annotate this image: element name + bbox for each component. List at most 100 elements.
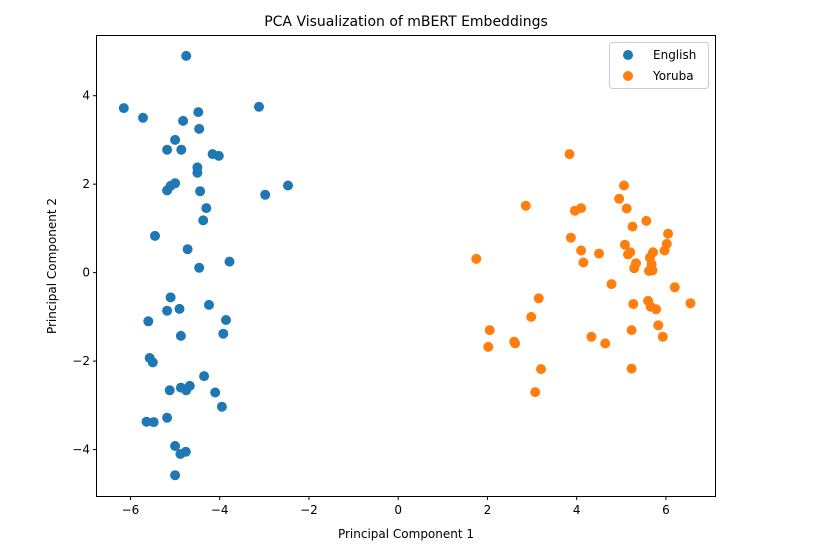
x-tick-label: 6 xyxy=(662,503,670,517)
point-english-3 xyxy=(254,101,264,112)
point-english-2 xyxy=(138,112,148,123)
point-yoruba-24 xyxy=(629,263,640,274)
point-english-21 xyxy=(198,215,209,226)
x-axis-label: Principal Component 1 xyxy=(338,527,474,541)
point-yoruba-7 xyxy=(641,215,652,226)
point-english-35 xyxy=(147,357,158,368)
point-yoruba-21 xyxy=(578,257,589,268)
point-english-36 xyxy=(199,371,210,382)
point-english-32 xyxy=(218,328,229,339)
y-axis-label: Principal Component 2 xyxy=(45,198,59,334)
y-tick-label: −4 xyxy=(72,443,90,457)
point-yoruba-47 xyxy=(530,387,541,398)
point-english-29 xyxy=(174,303,185,314)
legend-marker-english xyxy=(623,50,633,60)
point-english-9 xyxy=(176,144,187,155)
point-yoruba-43 xyxy=(600,338,611,349)
x-tick-label: 0 xyxy=(394,503,402,517)
point-english-24 xyxy=(224,256,235,267)
point-english-49 xyxy=(170,470,181,481)
x-tick-label: 2 xyxy=(484,503,492,517)
point-english-48 xyxy=(175,449,186,459)
point-english-31 xyxy=(143,316,154,327)
point-yoruba-1 xyxy=(619,180,629,191)
point-yoruba-8 xyxy=(627,221,638,232)
x-tick-label: −2 xyxy=(300,503,318,517)
point-yoruba-15 xyxy=(659,245,670,256)
point-yoruba-20 xyxy=(471,253,482,264)
point-english-33 xyxy=(175,330,186,341)
point-english-17 xyxy=(195,186,206,197)
point-yoruba-0 xyxy=(564,149,575,160)
point-yoruba-6 xyxy=(621,203,632,214)
y-axis: −4 −2 0 2 4 xyxy=(72,89,97,457)
point-english-19 xyxy=(260,189,271,200)
plot-points xyxy=(118,50,696,481)
point-yoruba-37 xyxy=(484,325,495,336)
point-yoruba-17 xyxy=(623,249,633,260)
point-yoruba-33 xyxy=(651,304,662,315)
point-english-16 xyxy=(162,185,173,196)
point-english-30 xyxy=(221,315,231,325)
legend-marker-yoruba xyxy=(623,71,633,81)
point-yoruba-5 xyxy=(569,205,580,216)
point-yoruba-31 xyxy=(628,299,639,309)
point-english-42 xyxy=(216,401,227,412)
point-english-1 xyxy=(118,103,129,114)
legend-box xyxy=(609,42,709,89)
point-english-44 xyxy=(141,416,152,427)
point-yoruba-45 xyxy=(536,364,546,375)
point-english-28 xyxy=(162,305,173,316)
point-english-41 xyxy=(210,387,221,398)
point-english-8 xyxy=(162,144,173,155)
point-english-13 xyxy=(192,167,203,178)
point-yoruba-11 xyxy=(619,239,630,250)
point-english-18 xyxy=(283,180,293,191)
point-english-39 xyxy=(181,385,192,396)
point-yoruba-36 xyxy=(653,320,664,331)
x-axis: −6 −4 −2 0 2 4 6 xyxy=(122,496,670,517)
x-tick-label: −4 xyxy=(211,503,229,517)
point-english-4 xyxy=(193,107,204,118)
point-yoruba-35 xyxy=(526,311,537,322)
point-yoruba-2 xyxy=(614,193,625,204)
point-english-43 xyxy=(162,412,173,423)
chart-title: PCA Visualization of mBERT Embeddings xyxy=(264,14,548,30)
point-english-40 xyxy=(164,385,175,396)
point-yoruba-38 xyxy=(626,325,637,336)
point-yoruba-26 xyxy=(647,265,658,276)
point-english-26 xyxy=(165,292,176,303)
point-yoruba-42 xyxy=(510,338,521,349)
point-yoruba-39 xyxy=(586,331,597,342)
point-english-22 xyxy=(150,230,160,241)
y-tick-label: 2 xyxy=(82,177,90,191)
point-english-0 xyxy=(181,50,192,61)
point-yoruba-40 xyxy=(657,331,668,342)
legend-label-english: English xyxy=(653,48,696,62)
y-tick-label: 4 xyxy=(82,89,90,103)
point-english-20 xyxy=(201,203,212,214)
point-english-25 xyxy=(194,262,205,273)
point-yoruba-34 xyxy=(685,298,696,309)
x-tick-label: 4 xyxy=(573,503,581,517)
point-english-45 xyxy=(148,417,159,428)
point-yoruba-28 xyxy=(669,282,680,293)
point-yoruba-29 xyxy=(533,293,544,304)
point-yoruba-16 xyxy=(594,248,604,259)
y-tick-label: −2 xyxy=(72,354,90,368)
y-tick-label: 0 xyxy=(82,266,90,280)
point-english-23 xyxy=(182,244,193,255)
point-english-46 xyxy=(170,441,181,451)
point-yoruba-44 xyxy=(483,341,494,352)
point-english-6 xyxy=(194,123,205,134)
point-yoruba-9 xyxy=(663,228,674,239)
point-english-11 xyxy=(213,150,224,161)
point-english-27 xyxy=(204,299,214,310)
point-english-7 xyxy=(170,134,181,145)
x-tick-label: −6 xyxy=(122,503,140,517)
point-yoruba-46 xyxy=(626,363,637,374)
point-yoruba-27 xyxy=(606,279,617,290)
point-yoruba-13 xyxy=(576,245,587,256)
legend: English Yoruba xyxy=(609,42,709,89)
